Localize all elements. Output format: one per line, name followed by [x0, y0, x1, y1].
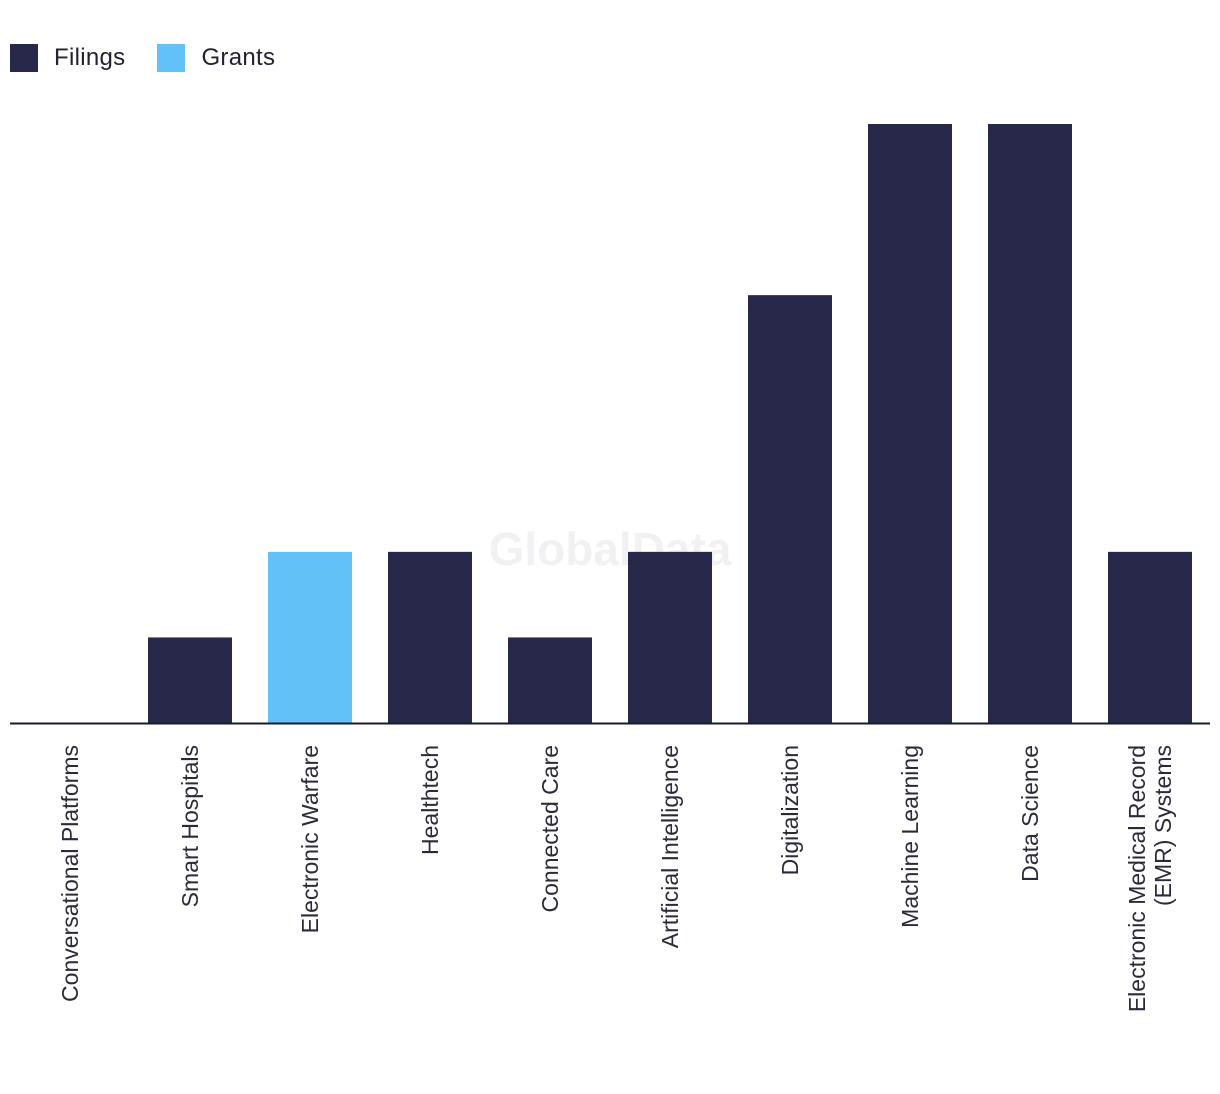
x-tick-label-digitalization: Digitalization: [777, 745, 803, 875]
x-tick-label-line: Conversational Platforms: [57, 745, 83, 1002]
x-tick-label-line: (EMR) Systems: [1150, 745, 1176, 906]
bar-filings-electronic-medical-record-emr-systems[interactable]: [1108, 551, 1192, 723]
bar-filings-healthtech[interactable]: [388, 551, 472, 723]
x-tick-label-smart-hospitals: Smart Hospitals: [177, 745, 203, 907]
bar-filings-artificial-intelligence[interactable]: [628, 551, 712, 723]
legend-swatch-grants: [157, 44, 186, 72]
bar-filings-connected-care[interactable]: [508, 637, 592, 723]
x-tick-label-line: Healthtech: [417, 745, 443, 855]
legend-label-filings: Filings: [54, 44, 126, 71]
x-tick-label-line: Artificial Intelligence: [657, 745, 683, 948]
x-tick-label-line: Electronic Medical Record: [1124, 745, 1150, 1012]
bar-filings-smart-hospitals[interactable]: [148, 637, 232, 723]
legend: Filings Grants: [10, 42, 307, 74]
x-tick-labels: Conversational Platforms Smart Hospitals E…: [57, 745, 1176, 1012]
x-tick-label-connected-care: Connected Care: [537, 745, 563, 913]
x-tick-label-line: Digitalization: [777, 745, 803, 875]
x-tick-label-electronic-warfare: Electronic Warfare: [297, 745, 323, 933]
x-tick-label-machine-learning: Machine Learning: [897, 745, 923, 928]
x-tick-label-line: Machine Learning: [897, 745, 923, 928]
bar-filings-machine-learning[interactable]: [868, 124, 952, 723]
legend-label-grants: Grants: [201, 44, 276, 71]
x-tick-label-conversational-platforms: Conversational Platforms: [57, 745, 83, 1002]
bar-filings-digitalization[interactable]: [748, 295, 832, 723]
bars-group: [148, 124, 1192, 723]
x-tick-label-line: Connected Care: [537, 745, 563, 913]
bar-filings-data-science[interactable]: [988, 124, 1072, 723]
legend-item-filings[interactable]: Filings: [10, 44, 125, 72]
x-tick-label-line: Smart Hospitals: [177, 745, 203, 907]
x-tick-label-line: Electronic Warfare: [297, 745, 323, 933]
x-tick-label-artificial-intelligence: Artificial Intelligence: [657, 745, 683, 948]
x-tick-label-healthtech: Healthtech: [417, 745, 443, 855]
x-tick-label-line: Data Science: [1017, 745, 1043, 882]
x-tick-label-electronic-medical-record-emr-systems: Electronic Medical Record(EMR) Systems: [1124, 745, 1176, 1012]
bar-grants-electronic-warfare[interactable]: [268, 551, 352, 723]
legend-item-grants[interactable]: Grants: [157, 44, 275, 72]
legend-swatch-filings: [10, 44, 38, 72]
x-tick-label-data-science: Data Science: [1017, 745, 1043, 882]
